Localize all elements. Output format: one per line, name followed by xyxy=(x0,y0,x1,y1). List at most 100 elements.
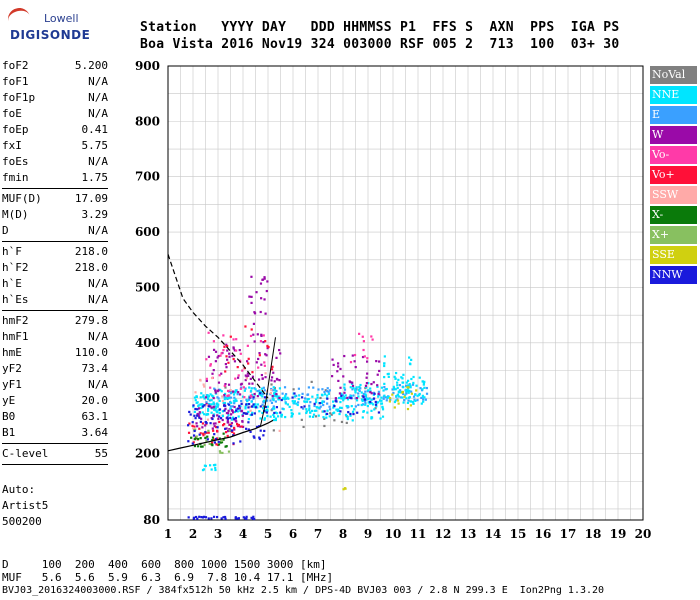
data-point-nne xyxy=(305,400,309,403)
data-point-nne xyxy=(392,388,396,391)
data-point-nne xyxy=(307,397,310,401)
data-point-nnw xyxy=(239,440,242,443)
data-point-nne xyxy=(381,415,385,418)
data-point-nne xyxy=(234,389,237,392)
data-point-w xyxy=(337,379,340,383)
data-point-w xyxy=(366,372,369,375)
data-point-nne xyxy=(194,399,197,402)
data-point-e xyxy=(323,390,326,394)
data-point-w xyxy=(226,358,229,361)
data-point-nne xyxy=(383,375,386,379)
data-point-w xyxy=(212,397,215,400)
data-point-w xyxy=(212,422,216,425)
x-tick-label: 20 xyxy=(635,527,652,541)
data-point-vo xyxy=(237,423,241,427)
data-point-nnw xyxy=(192,516,196,519)
legend-item: SSE xyxy=(650,246,697,264)
data-point-nnw xyxy=(263,429,266,433)
data-point-vo xyxy=(237,374,240,377)
data-point-w xyxy=(256,395,259,398)
data-point-vo xyxy=(263,364,266,367)
data-point-nne xyxy=(360,403,363,407)
data-point-nne xyxy=(313,409,316,412)
data-point-nne xyxy=(214,466,217,469)
data-point-e xyxy=(281,392,284,395)
data-point-x xyxy=(208,442,211,445)
param-value: 279.8 xyxy=(74,314,108,327)
data-point-nne xyxy=(258,410,261,413)
data-point-nnw xyxy=(227,403,231,406)
data-point-nne xyxy=(217,408,220,411)
data-point-vo xyxy=(223,384,226,387)
data-point-w xyxy=(248,396,251,399)
data-point-sse xyxy=(401,391,404,394)
data-point-nne xyxy=(296,403,299,407)
param-value: N/A xyxy=(88,155,108,168)
param-row: h`E N/A xyxy=(2,276,108,292)
data-point-nnw xyxy=(211,417,214,421)
data-point-e xyxy=(383,385,386,389)
x-tick-label: 10 xyxy=(385,527,402,541)
data-point-nnw xyxy=(218,415,221,418)
data-point-nne xyxy=(198,412,202,415)
data-point-nne xyxy=(401,377,404,380)
data-point-nne xyxy=(370,409,373,412)
data-point-nne xyxy=(406,384,409,387)
data-point-e xyxy=(301,392,304,395)
data-point-nnw xyxy=(206,438,209,441)
data-point-w xyxy=(245,375,248,378)
data-point-e xyxy=(321,388,324,391)
param-value: 218.0 xyxy=(74,245,108,258)
data-point-nnw xyxy=(244,412,247,415)
data-point-nne xyxy=(326,409,329,412)
data-point-vo xyxy=(358,332,361,335)
data-point-vo xyxy=(202,434,205,437)
data-point-w xyxy=(251,382,254,385)
param-row: yF2 73.4 xyxy=(2,361,108,377)
data-point-nne xyxy=(212,401,215,404)
x-tick-label: 17 xyxy=(560,527,577,541)
param-value: 55 xyxy=(94,447,108,460)
x-tick-label: 19 xyxy=(610,527,627,541)
data-point-nne xyxy=(422,400,425,403)
data-point-nne xyxy=(308,415,312,418)
data-point-ssw xyxy=(202,383,205,386)
param-row: D N/A xyxy=(2,223,108,239)
data-point-nne xyxy=(269,415,272,418)
data-point-e xyxy=(252,397,255,400)
data-point-vo xyxy=(220,352,223,355)
data-point-nne xyxy=(312,413,316,416)
data-point-noval xyxy=(224,386,227,389)
data-point-nnw xyxy=(240,402,243,405)
data-point-e xyxy=(410,390,413,393)
data-point-vo xyxy=(212,429,215,432)
data-point-nnw xyxy=(256,425,259,429)
data-point-w xyxy=(354,365,357,369)
data-point-vo xyxy=(215,443,218,446)
data-point-nnw xyxy=(191,421,194,424)
data-point-e xyxy=(341,394,345,397)
data-point-e xyxy=(274,394,277,397)
data-point-w xyxy=(259,310,262,314)
data-point-nnw xyxy=(250,413,253,416)
data-point-nne xyxy=(406,387,410,390)
data-point-nne xyxy=(394,388,397,391)
data-point-nne xyxy=(316,396,319,399)
data-point-vo xyxy=(219,354,222,357)
data-point-nnw xyxy=(250,405,254,408)
data-point-ssw xyxy=(278,429,281,432)
data-point-nne xyxy=(420,402,423,405)
data-point-noval xyxy=(330,413,333,416)
data-point-w xyxy=(365,360,369,363)
data-point-nne xyxy=(237,415,240,418)
data-point-nne xyxy=(352,408,356,411)
data-point-w xyxy=(365,376,368,379)
data-point-e xyxy=(400,396,403,399)
data-point-x xyxy=(217,443,221,446)
data-point-nnw xyxy=(265,411,268,414)
data-point-vo xyxy=(257,366,260,369)
data-point-e xyxy=(351,388,354,391)
data-point-nne xyxy=(368,402,372,405)
data-point-nne xyxy=(337,409,340,412)
param-label: foF1 xyxy=(2,75,29,88)
